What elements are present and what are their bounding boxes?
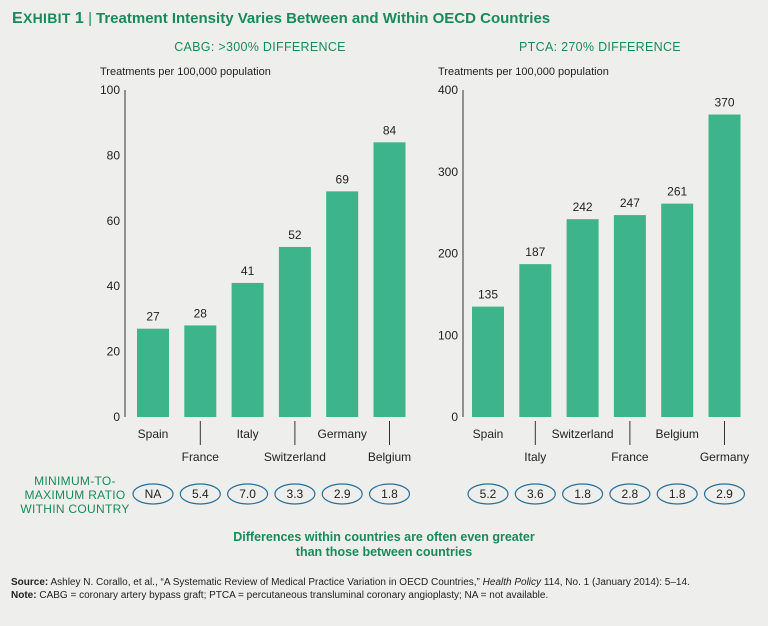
ptca-bar-switzerland [566,219,599,417]
cabg-category-label: Spain [138,427,169,441]
cabg-value-label: 84 [383,123,397,137]
cabg-value-label: 27 [146,310,160,324]
cabg-y-tick-label: 100 [100,83,120,97]
ptca-y-tick-label: 100 [438,328,458,342]
cabg-ratio-oval [321,483,363,505]
ptca-ratio-value: 2.8 [622,487,639,501]
cabg-value-label: 69 [336,172,350,186]
ptca-ratio-value: 1.8 [574,487,591,501]
cabg-category-label: Belgium [368,450,411,464]
cabg-bar-spain [137,328,169,417]
ptca-value-label: 370 [714,96,734,110]
cabg-category-label: Switzerland [264,450,326,464]
cabg-panel-title: CABG: >300% DIFFERENCE [174,40,346,54]
cabg-y-tick-label: 20 [107,345,121,359]
ptca-y-tick-label: 400 [438,83,458,97]
takeaway-note: Differences within countries are often e… [233,530,535,559]
ptca-category-label: Switzerland [552,427,614,441]
cabg-ratio-oval [274,483,316,505]
ptca-category-label: Belgium [656,427,699,441]
ptca-y-tick-label: 0 [451,410,458,424]
ptca-value-label: 135 [478,288,498,302]
ptca-panel-title: PTCA: 270% DIFFERENCE [519,40,681,54]
ptca-value-label: 242 [573,200,593,214]
ptca-y-tick-label: 200 [438,247,458,261]
ptca-ratio-oval [467,483,509,505]
cabg-y-tick-label: 0 [113,410,120,424]
cabg-value-label: 52 [288,228,302,242]
ptca-ratio-oval [561,483,604,505]
ptca-ratio-value: 3.6 [527,487,544,501]
cabg-ratio-value: NA [145,487,162,501]
ptca-ratio-oval [514,483,556,505]
ptca-category-label: Germany [700,450,749,464]
cabg-bar-germany [326,191,359,417]
ptca-bar-spain [472,306,504,417]
exhibit-title: EXHIBIT 1 | Treatment Intensity Varies Bet… [12,10,551,27]
ptca-bar-belgium [661,203,694,417]
ptca-value-label: 247 [620,196,640,210]
ptca-ratio-oval [656,483,698,505]
ptca-ratio-value: 2.9 [716,487,733,501]
ptca-bar-italy [519,264,552,417]
ptca-ratio-oval [609,483,651,505]
cabg-ratio-value: 5.4 [192,487,209,501]
cabg-category-label: Italy [237,427,259,441]
cabg-bar-belgium [373,142,406,417]
cabg-ratio-value: 7.0 [239,487,256,501]
ptca-category-label: France [611,450,649,464]
ptca-value-label: 261 [667,185,687,199]
ptca-ratio-value: 5.2 [480,487,497,501]
ptca-ratio-value: 1.8 [669,487,686,501]
cabg-ratio-value: 3.3 [287,487,304,501]
ptca-category-label: Spain [473,427,504,441]
ratio-label: MINIMUM-TO- MAXIMUM RATIO WITHIN COUNTRY [20,474,130,516]
cabg-ratio-oval [179,483,221,505]
source-line: Source: Ashley N. Corallo, et al., “A Sy… [11,577,690,588]
exhibit-label: EXHIBIT 1 [12,10,85,27]
ptca-bar-germany [708,114,741,418]
ptca-bar-france [613,215,646,417]
cabg-ratio-oval [132,483,174,505]
cabg-category-label: France [182,450,220,464]
ptca-value-label: 187 [525,245,545,259]
cabg-y-tick-label: 40 [107,279,121,293]
cabg-ratio-value: 2.9 [334,487,351,501]
note-line: Note: CABG = coronary artery bypass graf… [11,590,549,601]
cabg-y-tick-label: 60 [107,214,121,228]
cabg-value-label: 41 [241,264,255,278]
cabg-bar-france [184,325,217,417]
cabg-ratio-value: 1.8 [381,487,398,501]
cabg-category-label: Germany [318,427,367,441]
cabg-ratio-oval [368,483,411,505]
cabg-ratio-oval [227,483,269,505]
chart-title: Treatment Intensity Varies Between and W… [96,10,551,27]
cabg-value-label: 28 [194,306,208,320]
ptca-category-label: Italy [524,450,546,464]
ptca-ratio-oval [703,483,746,505]
cabg-y-tick-label: 80 [107,148,121,162]
ptca-y-axis-label: Treatments per 100,000 population [438,66,609,78]
footer: Source: Ashley N. Corallo, et al., “A Sy… [11,576,759,602]
cabg-y-axis-label: Treatments per 100,000 population [100,66,271,78]
cabg-bar-italy [231,282,264,417]
cabg-bar-switzerland [278,246,311,417]
ptca-y-tick-label: 300 [438,165,458,179]
